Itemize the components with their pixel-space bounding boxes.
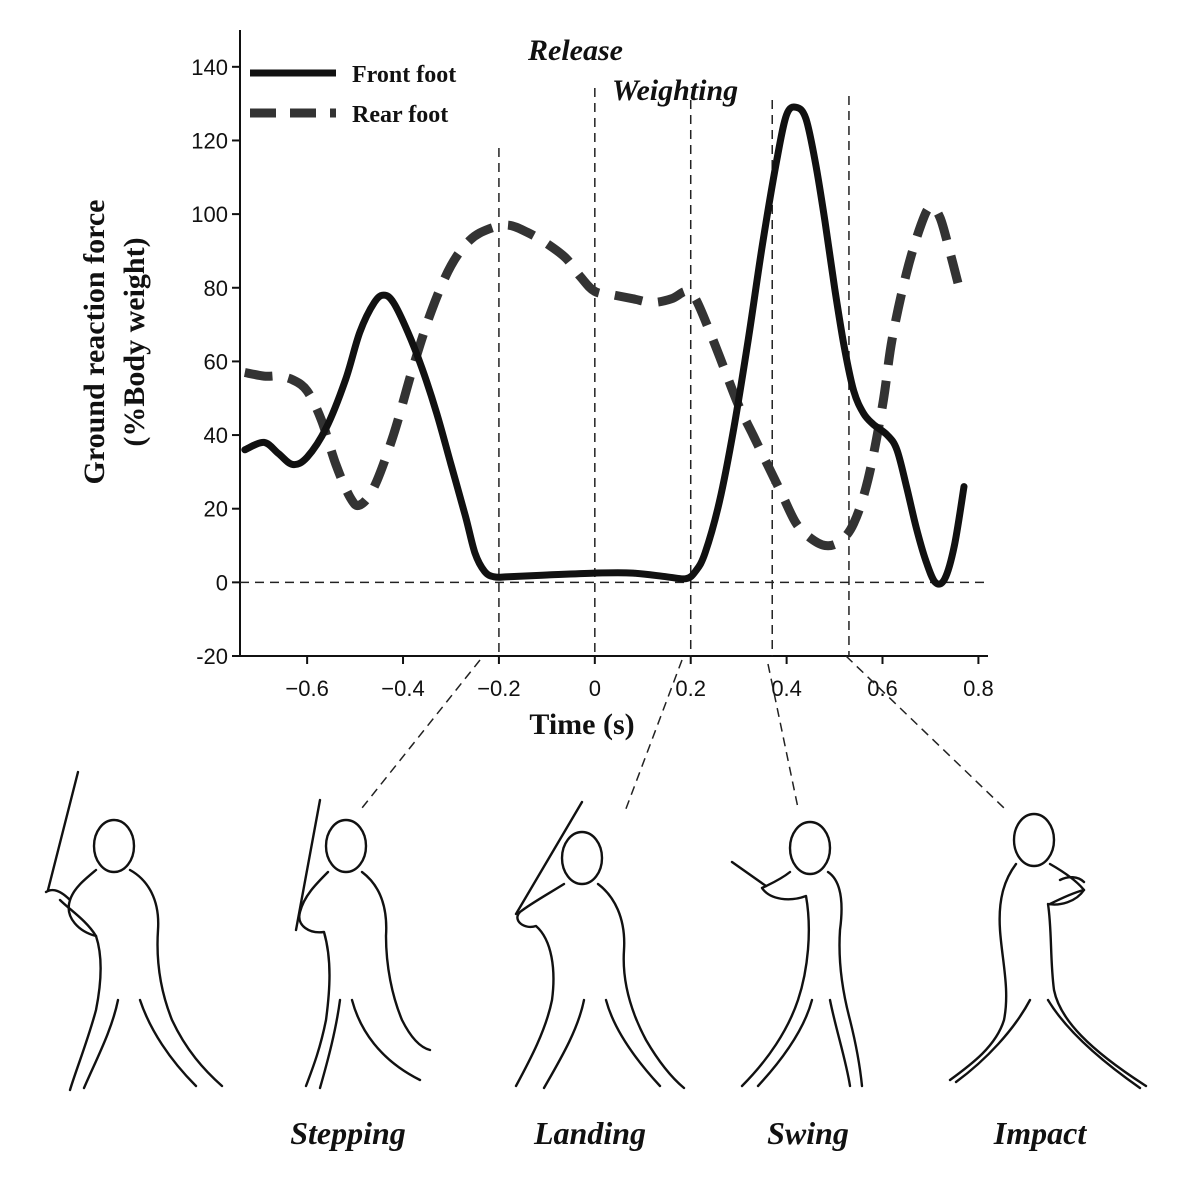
series-line-rear-foot bbox=[243, 202, 964, 551]
y-axis-ticks: -20 0 20 40 60 80 100 120 140 bbox=[191, 55, 240, 669]
y-axis-title-line2: (%Body weight) bbox=[118, 237, 151, 446]
x-axis-title: Time (s) bbox=[529, 708, 634, 741]
batter-figure-landing bbox=[514, 800, 686, 1090]
event-label-release: Release bbox=[527, 34, 623, 67]
series-line-front-foot bbox=[241, 103, 968, 588]
event-lines bbox=[498, 88, 850, 656]
x-tick-label: 0.6 bbox=[867, 676, 898, 701]
x-tick-label: −0.2 bbox=[477, 676, 520, 701]
phase-label-impact: Impact bbox=[993, 1115, 1088, 1151]
x-tick-label: 0 bbox=[589, 676, 601, 701]
x-tick-label: 0.2 bbox=[675, 676, 706, 701]
connector-swing bbox=[767, 663, 799, 809]
x-tick-label: −0.4 bbox=[381, 676, 424, 701]
y-tick-label: 120 bbox=[191, 128, 228, 153]
y-tick-label: 0 bbox=[216, 570, 228, 595]
y-tick-label: 40 bbox=[204, 423, 228, 448]
batter-figure-swing bbox=[730, 820, 864, 1088]
batter-figure-stance bbox=[44, 770, 224, 1092]
x-tick-label: 0.8 bbox=[963, 676, 994, 701]
y-tick-label: 60 bbox=[204, 349, 228, 374]
legend: Front foot Rear foot bbox=[250, 62, 456, 128]
x-tick-label: −0.6 bbox=[285, 676, 328, 701]
event-label-weighting: Weighting bbox=[612, 74, 738, 107]
x-tick-label: 0.4 bbox=[771, 676, 802, 701]
batter-figure-stepping bbox=[294, 798, 432, 1090]
y-tick-label: 80 bbox=[204, 276, 228, 301]
phase-label-swing: Swing bbox=[767, 1115, 849, 1151]
y-tick-label: 100 bbox=[191, 202, 228, 227]
legend-label-front-foot: Front foot bbox=[352, 62, 456, 88]
y-axis-title: Ground reaction force (%Body weight) bbox=[78, 200, 151, 485]
connector-landing bbox=[623, 659, 683, 815]
y-tick-label: 20 bbox=[204, 497, 228, 522]
y-tick-label: 140 bbox=[191, 55, 228, 80]
plot-area bbox=[239, 30, 988, 657]
x-axis-ticks: −0.6 −0.4 −0.2 0 0.2 0.4 0.6 0.8 bbox=[285, 656, 994, 701]
connector-impact bbox=[845, 655, 1005, 809]
legend-label-rear-foot: Rear foot bbox=[352, 102, 448, 128]
y-tick-label: -20 bbox=[196, 644, 228, 669]
y-axis-title-line1: Ground reaction force bbox=[78, 200, 111, 485]
phase-label-landing: Landing bbox=[533, 1115, 646, 1151]
phase-label-stepping: Stepping bbox=[290, 1115, 406, 1151]
connector-stepping bbox=[361, 659, 481, 809]
batter-figure-impact bbox=[948, 812, 1148, 1090]
phase-connectors bbox=[361, 655, 1005, 815]
